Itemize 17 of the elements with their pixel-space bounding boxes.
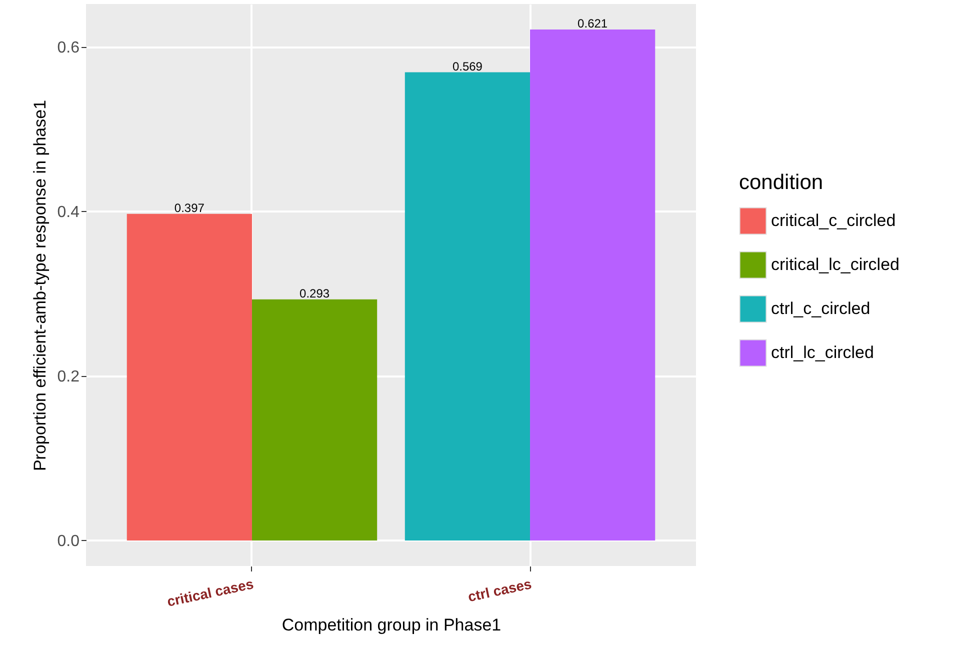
legend-label: critical_c_circled xyxy=(771,211,896,230)
legend-title: condition xyxy=(739,171,824,194)
legend-label: ctrl_lc_circled xyxy=(771,343,874,362)
legend-label: critical_lc_circled xyxy=(771,255,900,274)
x-tick-label: critical cases xyxy=(166,576,256,610)
data-label: 0.569 xyxy=(452,59,483,74)
x-tick-label: ctrl cases xyxy=(466,576,534,605)
y-tick-label: 0.6 xyxy=(57,39,80,56)
data-label: 0.397 xyxy=(174,200,205,215)
data-label: 0.293 xyxy=(300,286,330,300)
x-axis-title: Competition group in Phase1 xyxy=(282,615,502,634)
data-label: 0.621 xyxy=(578,16,608,31)
y-tick-label: 0.0 xyxy=(57,532,80,550)
legend-label: ctrl_c_circled xyxy=(771,299,870,318)
y-axis-title: Proportion efficient-amb-type response in phase1 xyxy=(30,100,50,472)
y-tick-label: 0.2 xyxy=(57,368,80,386)
y-tick-label: 0.4 xyxy=(57,204,80,221)
